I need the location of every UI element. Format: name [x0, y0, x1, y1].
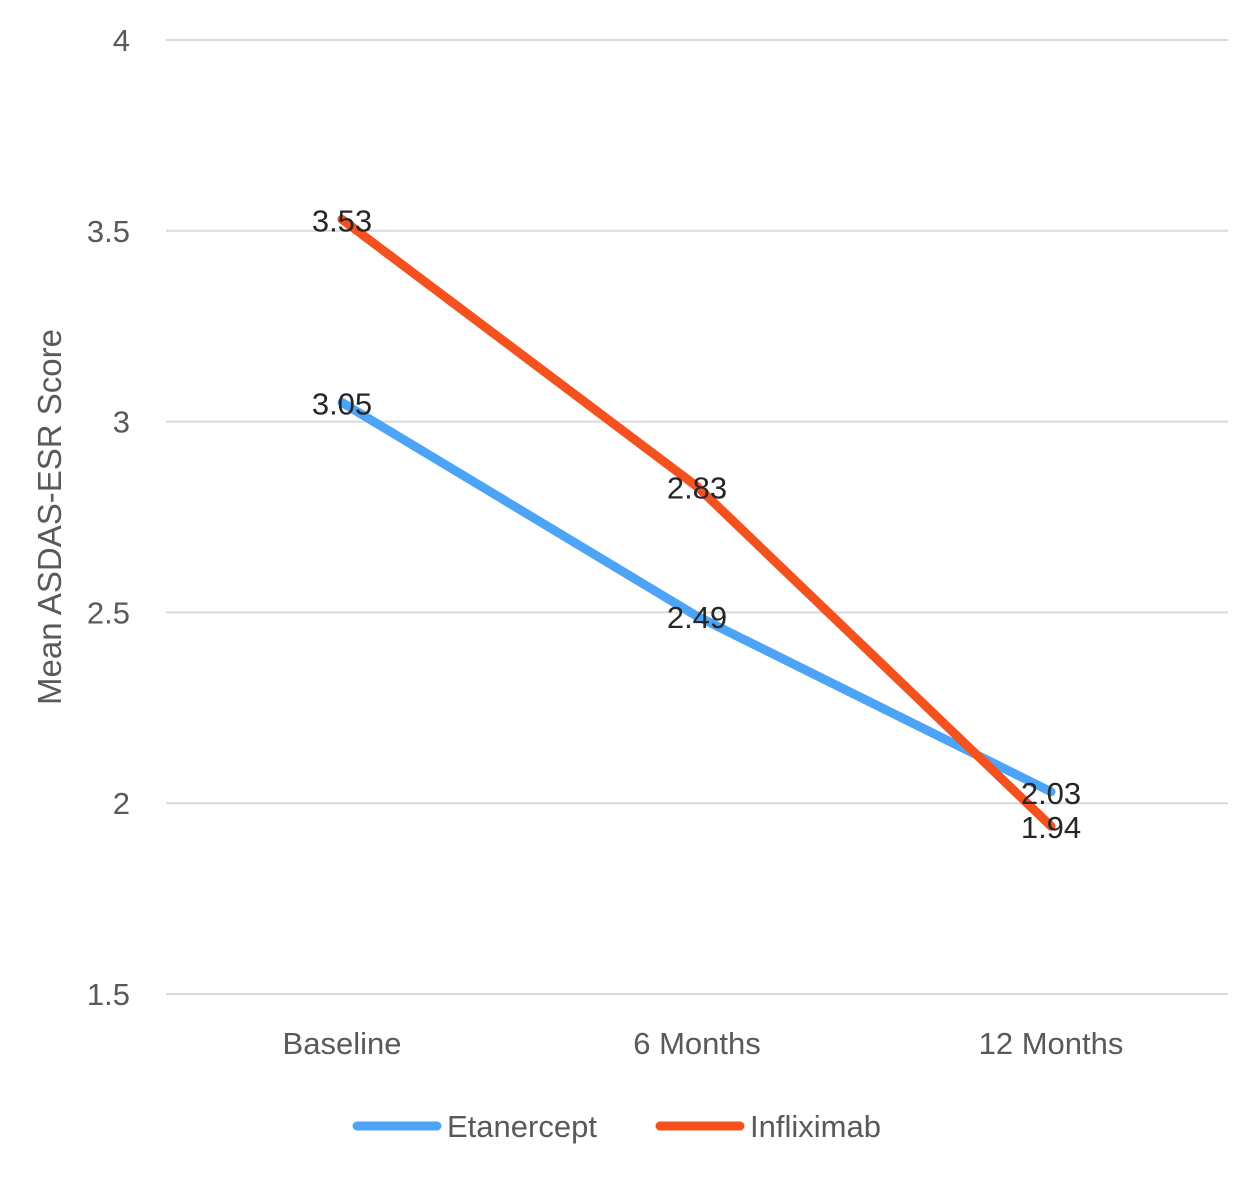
- y-axis-ticks: 1.5 2 2.5 3 3.5 4: [87, 23, 130, 1012]
- y-axis-title: Mean ASDAS-ESR Score: [31, 329, 68, 705]
- legend-item-infliximab: Infliximab: [660, 1109, 881, 1144]
- data-label: 2.49: [667, 600, 727, 635]
- x-tick-label: 6 Months: [633, 1026, 761, 1061]
- series-lines: [342, 219, 1051, 826]
- y-tick-label: 3.5: [87, 214, 130, 249]
- y-tick-label: 2.5: [87, 595, 130, 630]
- data-label: 3.05: [312, 387, 372, 422]
- x-axis-ticks: Baseline 6 Months 12 Months: [283, 1026, 1124, 1061]
- y-tick-label: 2: [113, 786, 130, 821]
- y-tick-label: 1.5: [87, 977, 130, 1012]
- y-tick-label: 3: [113, 405, 130, 440]
- series-line-etanercept: [342, 403, 1051, 792]
- data-label: 2.83: [667, 470, 727, 505]
- legend-item-etanercept: Etanercept: [357, 1109, 597, 1144]
- data-label: 2.03: [1021, 776, 1081, 811]
- legend-label: Infliximab: [750, 1109, 881, 1144]
- y-tick-label: 4: [113, 23, 130, 58]
- data-label: 1.94: [1021, 810, 1081, 845]
- legend-label: Etanercept: [447, 1109, 597, 1144]
- legend: Etanercept Infliximab: [357, 1109, 881, 1144]
- data-label: 3.53: [312, 203, 372, 238]
- x-tick-label: 12 Months: [979, 1026, 1124, 1061]
- x-tick-label: Baseline: [283, 1026, 402, 1061]
- gridlines: [166, 40, 1228, 994]
